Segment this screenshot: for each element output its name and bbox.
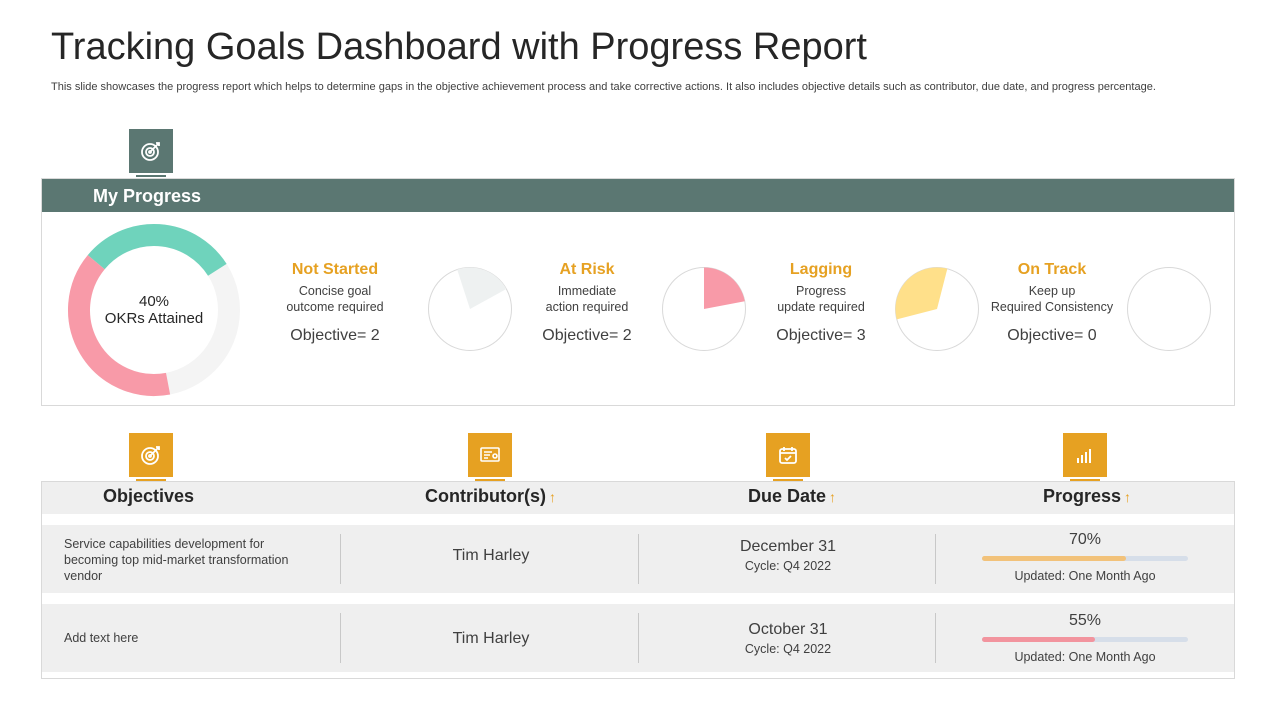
objective-text: Add text here bbox=[64, 631, 139, 645]
due-date-cell: October 31 Cycle: Q4 2022 bbox=[640, 621, 936, 656]
column-divider bbox=[638, 613, 639, 663]
status-desc-line1: Keep up bbox=[1028, 284, 1076, 298]
pie-slice bbox=[895, 267, 948, 320]
table-row: Service capabilities development for bec… bbox=[42, 525, 1234, 593]
updated-label: Updated: One Month Ago bbox=[1014, 650, 1156, 664]
icon-connector bbox=[773, 479, 803, 481]
my-progress-panel: My Progress 40% OKRs Attained Not Starte… bbox=[41, 178, 1235, 406]
column-header-objectives[interactable]: Objectives bbox=[103, 486, 194, 507]
due-date: October 31 bbox=[748, 621, 828, 638]
sort-arrow-icon[interactable]: ↑ bbox=[548, 489, 556, 505]
icon-connector bbox=[136, 479, 166, 481]
sort-arrow-icon[interactable]: ↑ bbox=[829, 489, 837, 505]
donut-segment-at-risk bbox=[68, 255, 171, 396]
status-desc: Immediate action required bbox=[517, 283, 657, 315]
column-label: Progress bbox=[1043, 486, 1122, 506]
column-header-contributors[interactable]: Contributor(s) ↑ bbox=[425, 486, 556, 507]
calendar-icon bbox=[766, 433, 810, 477]
my-progress-heading: My Progress bbox=[93, 186, 202, 206]
status-desc-line2: action required bbox=[545, 300, 629, 314]
okr-label: OKRs Attained bbox=[104, 310, 204, 327]
bar-chart-icon bbox=[1063, 433, 1107, 477]
cycle-label: Cycle: Q4 2022 bbox=[744, 642, 832, 656]
pie-at-risk bbox=[662, 267, 746, 351]
page-subtitle: This slide showcases the progress report… bbox=[51, 81, 1156, 93]
column-header-due-date[interactable]: Due Date ↑ bbox=[748, 486, 836, 507]
column-divider bbox=[935, 613, 936, 663]
progress-percent: 70% bbox=[1068, 531, 1102, 548]
status-objective: Objective= 2 bbox=[542, 327, 632, 344]
pie-not-started bbox=[428, 267, 512, 351]
okr-donut-chart: 40% OKRs Attained bbox=[66, 222, 242, 398]
target-icon bbox=[129, 129, 173, 173]
status-desc-line1: Immediate bbox=[557, 284, 617, 298]
pie-slice bbox=[704, 267, 745, 309]
pie-slice bbox=[457, 267, 507, 309]
progress-cell: 70% Updated: One Month Ago bbox=[982, 531, 1188, 583]
sort-arrow-icon[interactable]: ↑ bbox=[1124, 489, 1132, 505]
objectives-table: Objectives Contributor(s) ↑ Due Date ↑ Pro… bbox=[41, 481, 1235, 679]
status-on-track: On Track Keep up Required Consistency Obj… bbox=[982, 261, 1122, 345]
column-label: Objectives bbox=[103, 486, 195, 506]
column-divider bbox=[638, 534, 639, 584]
status-desc-line2: Required Consistency bbox=[990, 300, 1114, 314]
progress-cell: 55% Updated: One Month Ago bbox=[982, 612, 1188, 664]
contributor-name: Tim Harley bbox=[452, 630, 530, 647]
donut-segment-attained bbox=[87, 224, 227, 277]
objective-text: Service capabilities development for bec… bbox=[64, 537, 289, 583]
target-icon bbox=[129, 433, 173, 477]
status-desc-line1: Concise goal bbox=[298, 284, 372, 298]
status-desc: Keep up Required Consistency bbox=[982, 283, 1122, 315]
status-objective: Objective= 3 bbox=[776, 327, 866, 344]
progress-bar-track bbox=[982, 556, 1188, 561]
my-progress-header: My Progress bbox=[42, 179, 1234, 212]
page-title: Tracking Goals Dashboard with Progress R… bbox=[51, 26, 867, 68]
status-title: At Risk bbox=[559, 261, 615, 278]
status-desc-line2: update required bbox=[777, 300, 865, 314]
status-lagging: Lagging Progress update required Objectiv… bbox=[751, 261, 891, 345]
status-at-risk: At Risk Immediate action required Objecti… bbox=[517, 261, 657, 345]
certificate-icon bbox=[468, 433, 512, 477]
column-divider bbox=[340, 613, 341, 663]
okr-percent: 40% bbox=[138, 293, 170, 310]
table-row: Add text here Tim Harley October 31 Cycl… bbox=[42, 604, 1234, 672]
column-divider bbox=[935, 534, 936, 584]
pie-lagging bbox=[895, 267, 979, 351]
pie-on-track bbox=[1127, 267, 1211, 351]
status-desc-line1: Progress bbox=[795, 284, 847, 298]
status-title: On Track bbox=[1017, 261, 1087, 278]
progress-bar-fill bbox=[982, 637, 1096, 642]
column-header-progress[interactable]: Progress ↑ bbox=[1043, 486, 1131, 507]
okr-donut-center: 40% OKRs Attained bbox=[66, 222, 242, 398]
column-label: Contributor(s) bbox=[425, 486, 546, 506]
status-desc: Concise goal outcome required bbox=[265, 283, 405, 315]
due-date-cell: December 31 Cycle: Q4 2022 bbox=[640, 538, 936, 573]
status-title: Lagging bbox=[789, 261, 853, 278]
due-date: December 31 bbox=[739, 538, 837, 555]
icon-connector bbox=[1070, 479, 1100, 481]
progress-bar-track bbox=[982, 637, 1188, 642]
icon-connector bbox=[475, 479, 505, 481]
updated-label: Updated: One Month Ago bbox=[1014, 569, 1156, 583]
pie-outline bbox=[1127, 267, 1211, 351]
column-label: Due Date bbox=[748, 486, 827, 506]
status-objective: Objective= 2 bbox=[290, 327, 380, 344]
progress-percent: 55% bbox=[1068, 612, 1102, 629]
status-desc-line2: outcome required bbox=[286, 300, 384, 314]
cycle-label: Cycle: Q4 2022 bbox=[744, 559, 832, 573]
contributor-name: Tim Harley bbox=[452, 547, 530, 564]
status-title: Not Started bbox=[291, 261, 379, 278]
status-desc: Progress update required bbox=[751, 283, 891, 315]
status-objective: Objective= 0 bbox=[1007, 327, 1097, 344]
status-not-started: Not Started Concise goal outcome required… bbox=[265, 261, 405, 345]
table-header: Objectives Contributor(s) ↑ Due Date ↑ Pro… bbox=[42, 482, 1234, 514]
column-divider bbox=[340, 534, 341, 584]
progress-bar-fill bbox=[982, 556, 1127, 561]
okr-donut-svg bbox=[68, 224, 240, 396]
icon-connector bbox=[136, 175, 166, 177]
